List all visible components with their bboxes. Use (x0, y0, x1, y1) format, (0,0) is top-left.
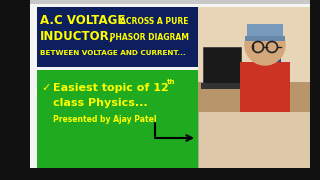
Circle shape (245, 25, 285, 65)
Bar (310, 0, 320, 180)
Text: ✓: ✓ (41, 83, 50, 93)
Bar (240, 62, 290, 112)
Bar (203, 47, 241, 85)
Text: Easiest topic of 12: Easiest topic of 12 (53, 83, 169, 93)
Bar (0, 0, 30, 180)
Text: A.C VOLTAGE: A.C VOLTAGE (40, 15, 125, 28)
Bar (0, 168, 320, 180)
Text: BETWEEN VOLTAGE AND CURRENT...: BETWEEN VOLTAGE AND CURRENT... (40, 50, 186, 56)
Bar (245, 36, 285, 41)
Bar (273, 57, 281, 84)
Bar (198, 82, 310, 112)
Bar (37, 70, 205, 173)
Bar (201, 83, 243, 89)
Text: ACROSS A PURE: ACROSS A PURE (120, 17, 188, 26)
Bar (260, 52, 272, 84)
Bar (198, 7, 310, 82)
Bar (247, 24, 283, 38)
Bar (198, 7, 310, 175)
Bar (37, 7, 209, 67)
Text: PHASOR DIAGRAM: PHASOR DIAGRAM (107, 33, 189, 42)
Text: th: th (167, 79, 175, 85)
Text: INDUCTOR,: INDUCTOR, (40, 30, 115, 44)
Text: Presented by Ajay Patel: Presented by Ajay Patel (53, 116, 156, 125)
Text: class Physics...: class Physics... (53, 98, 148, 108)
